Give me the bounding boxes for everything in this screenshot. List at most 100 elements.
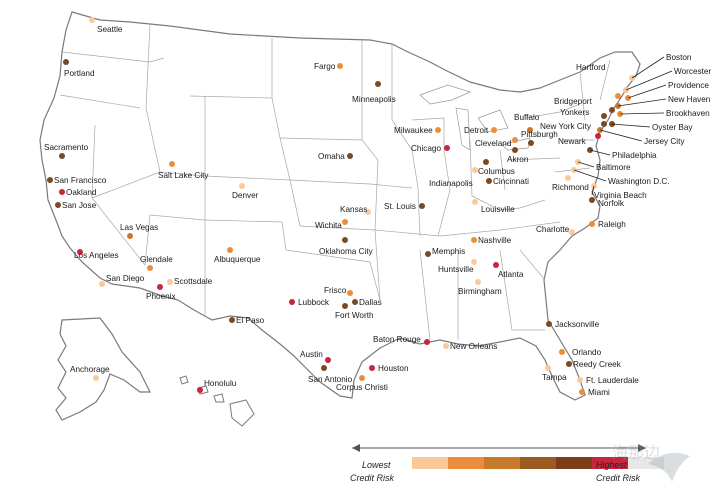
city-marker-austin	[325, 357, 331, 363]
city-label-st-louis: St. Louis	[384, 202, 416, 211]
city-marker-omaha	[347, 153, 353, 159]
city-label-oyster-bay: Oyster Bay	[652, 123, 693, 132]
city-marker-fort-worth	[342, 303, 348, 309]
city-label-new-orleans: New Orleans	[450, 342, 497, 351]
legend-swatch-4	[520, 457, 556, 469]
city-marker-oakland	[59, 189, 65, 195]
leader-line-jersey-city	[599, 129, 643, 142]
city-label-atlanta: Atlanta	[498, 270, 524, 279]
city-marker-new-york-city	[601, 121, 607, 127]
legend-arrow-right-icon	[638, 444, 646, 452]
city-label-birmingham: Birmingham	[458, 287, 502, 296]
city-label-newark: Newark	[558, 137, 587, 146]
city-label-san-diego: San Diego	[106, 274, 145, 283]
city-label-charlotte: Charlotte	[536, 225, 570, 234]
city-label-salt-lake-city: Salt Lake City	[158, 171, 209, 180]
city-label-washington-d-c: Washington D.C.	[608, 177, 670, 186]
city-marker-bridgeport	[609, 107, 615, 113]
city-marker-milwaukee	[435, 127, 441, 133]
city-label-milwaukee: Milwaukee	[394, 126, 433, 135]
city-label-san-jose: San Jose	[62, 201, 97, 210]
city-label-louisville: Louisville	[481, 205, 515, 214]
city-marker-ft-lauderdale	[577, 377, 583, 383]
leader-line-washington-d-c	[573, 169, 607, 182]
city-label-raleigh: Raleigh	[598, 220, 626, 229]
city-label-albuquerque: Albuquerque	[214, 255, 261, 264]
city-marker-scottsdale	[167, 279, 173, 285]
city-marker-anchorage	[93, 375, 99, 381]
city-label-dallas: Dallas	[359, 298, 382, 307]
city-label-el-paso: El Paso	[236, 316, 265, 325]
legend-high-line1: Highest	[596, 460, 627, 470]
city-marker-frisco	[347, 290, 353, 296]
city-label-akron: Akron	[507, 155, 529, 164]
city-label-minneapolis: Minneapolis	[352, 95, 396, 104]
city-label-jacksonville: Jacksonville	[555, 320, 600, 329]
city-label-frisco: Frisco	[324, 286, 347, 295]
us-outline	[39, 11, 641, 401]
city-marker-atlanta	[493, 262, 499, 268]
city-marker-wichita	[342, 219, 348, 225]
city-label-anchorage: Anchorage	[70, 365, 110, 374]
city-marker-memphis	[425, 251, 431, 257]
city-marker-tampa	[545, 365, 551, 371]
legend-swatch-3	[484, 457, 520, 469]
city-marker-san-antonio	[321, 365, 327, 371]
city-label-pittsburgh: Pittsburgh	[521, 130, 558, 139]
legend-swatch-7	[628, 457, 664, 469]
city-label-philadelphia: Philadelphia	[612, 151, 657, 160]
legend-swatch-6	[592, 457, 628, 469]
city-marker-st-louis	[419, 203, 425, 209]
city-marker-miami	[579, 389, 585, 395]
city-marker-cincinnati	[486, 178, 492, 184]
city-marker-fargo	[337, 63, 343, 69]
city-marker-baton-rouge	[424, 339, 430, 345]
city-marker-akron	[512, 147, 518, 153]
city-marker-norfolk	[589, 197, 595, 203]
legend-swatch-5	[556, 457, 592, 469]
city-label-oakland: Oakland	[66, 188, 97, 197]
city-marker-birmingham	[475, 279, 481, 285]
city-marker-salt-lake-city	[169, 161, 175, 167]
city-label-richmond: Richmond	[552, 183, 589, 192]
city-label-ft-lauderdale: Ft. Lauderdale	[586, 376, 639, 385]
legend-swatch-2	[448, 457, 484, 469]
city-label-nashville: Nashville	[478, 236, 512, 245]
city-markers: Seattle Portland Sacramento San Francisco Oa…	[44, 17, 711, 397]
leader-line-worcester	[625, 70, 673, 91]
city-label-tampa: Tampa	[542, 373, 567, 382]
city-marker-kansas	[365, 209, 371, 215]
legend: Lowest Credit Risk Highest Credit Risk	[350, 444, 664, 483]
city-marker-yonkers	[601, 113, 607, 119]
city-label-providence: Providence	[668, 81, 709, 90]
city-label-baton-rouge: Baton Rouge	[373, 335, 421, 344]
city-marker-sacramento	[59, 153, 65, 159]
leader-line-boston	[631, 56, 665, 79]
city-label-detroit: Detroit	[464, 126, 489, 135]
city-marker-el-paso	[229, 317, 235, 323]
city-label-los-angeles: Los Angeles	[74, 251, 119, 260]
city-label-orlando: Orlando	[572, 348, 602, 357]
legend-swatch-1	[412, 457, 448, 469]
city-marker-newark	[595, 133, 601, 139]
city-marker-cleveland	[512, 137, 518, 143]
city-label-brookhaven: Brookhaven	[666, 109, 710, 118]
city-label-jersey-city: Jersey City	[644, 137, 685, 146]
city-label-memphis: Memphis	[432, 247, 465, 256]
city-label-columbus: Columbus	[478, 167, 515, 176]
state-borders	[59, 23, 611, 341]
leader-line-baltimore	[577, 161, 595, 168]
legend-arrow-left-icon	[352, 444, 360, 452]
city-label-cleveland: Cleveland	[475, 139, 512, 148]
city-label-indianapolis: Indianapolis	[429, 179, 473, 188]
city-label-honolulu: Honolulu	[204, 379, 237, 388]
city-label-houston: Houston	[378, 364, 409, 373]
city-label-fort-worth: Fort Worth	[335, 311, 374, 320]
watermark-logo: 海那边	[612, 443, 690, 482]
city-marker-nashville	[471, 237, 477, 243]
legend-swatches	[412, 457, 664, 469]
city-label-new-york-city: New York City	[540, 122, 592, 131]
city-label-miami: Miami	[588, 388, 610, 397]
city-label-wichita: Wichita	[315, 221, 342, 230]
